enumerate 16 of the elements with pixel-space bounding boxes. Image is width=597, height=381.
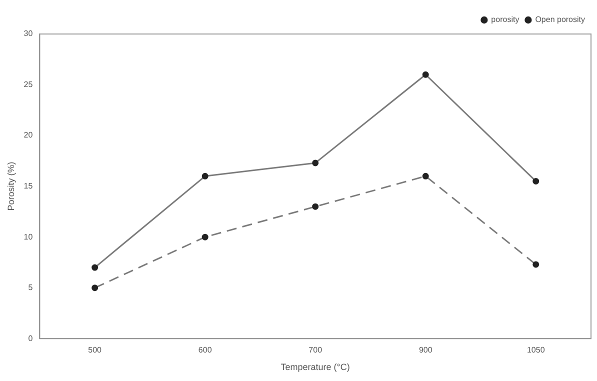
y-tick-label: 30 [24,29,34,38]
legend-label: Open porosity [535,15,586,24]
x-axis-title: Temperature (°C) [280,362,350,372]
y-tick-label: 25 [24,80,34,89]
y-tick-label: 10 [24,232,34,242]
y-axis-title: Porosity (%) [6,162,16,211]
y-tick-label: 15 [24,182,34,191]
x-tick-label: 600 [198,346,212,355]
y-tick-label: 5 [28,283,34,292]
x-tick-label: 500 [88,346,102,355]
x-tick-label: 900 [418,346,433,355]
y-tick-label: 20 [24,130,34,140]
legend-label: porosity [491,15,520,24]
x-tick-label: 700 [308,346,323,355]
y-tick-label: 0 [28,334,34,343]
x-tick-label: 1050 [526,346,546,355]
